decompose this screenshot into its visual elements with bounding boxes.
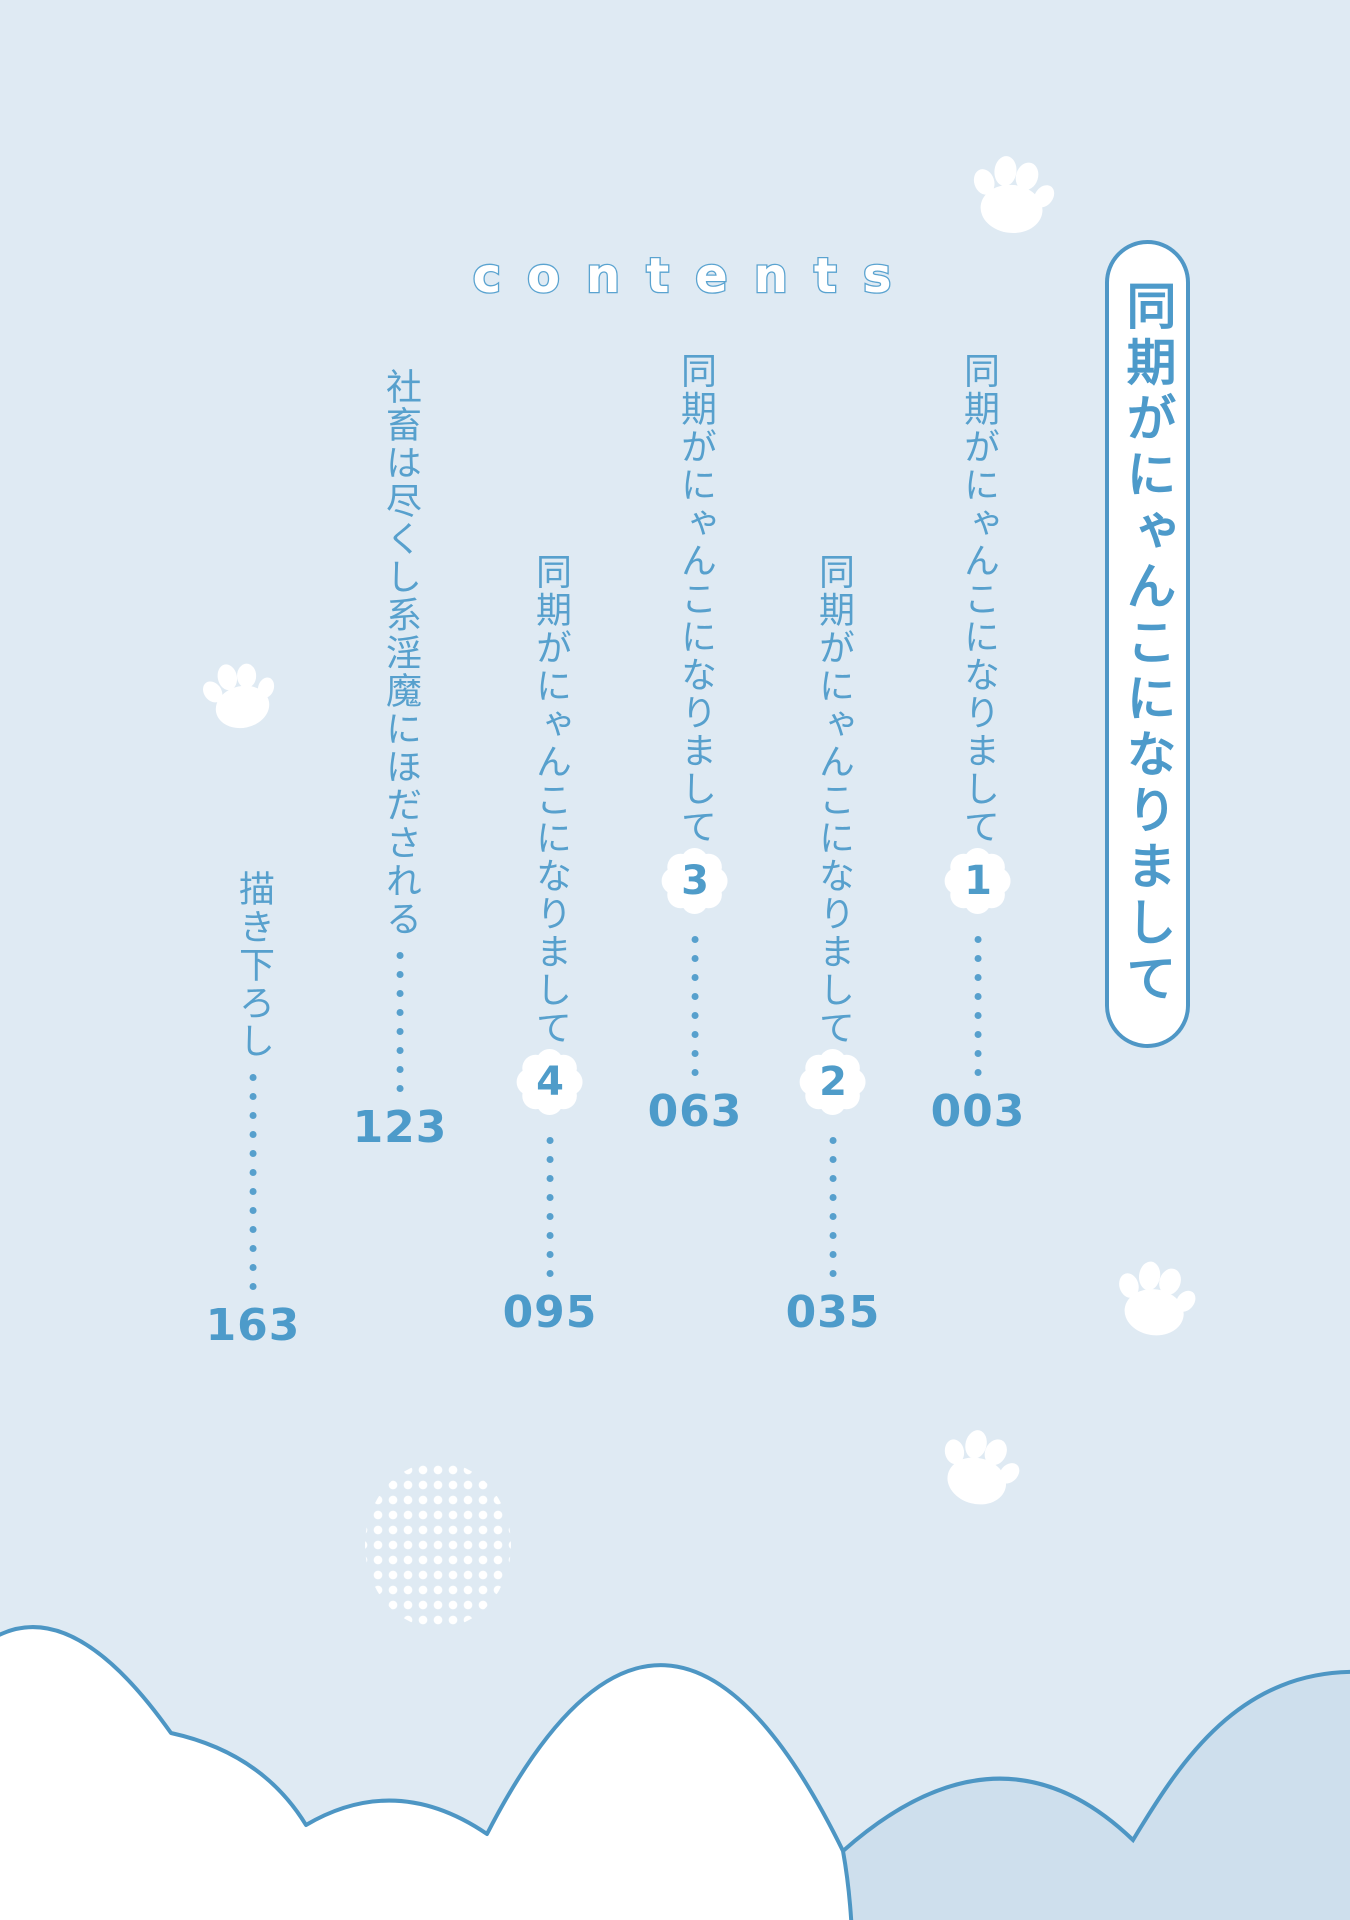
page-number: 095 — [502, 1287, 598, 1338]
dot-grid-circle-decoration — [365, 1462, 511, 1628]
toc-item-chapter-1: 同期がにゃんこになりまして 1 003 — [931, 352, 1026, 1134]
page-number: 035 — [785, 1287, 881, 1338]
page-number: 163 — [205, 1300, 301, 1351]
book-title-pill: 同期がにゃんこになりまして — [1105, 240, 1190, 1048]
chapter-title: 社畜は尽くし系淫魔にほだされる — [379, 368, 421, 938]
dotted-leader — [396, 952, 404, 1092]
chapter-title: 描き下ろし — [232, 870, 274, 1060]
chapter-title: 同期がにゃんこになりまして — [674, 352, 716, 846]
page-number: 123 — [352, 1102, 448, 1153]
chapter-number: 4 — [536, 1059, 564, 1105]
dotted-leader — [691, 936, 699, 1076]
chapter-number: 3 — [681, 858, 709, 904]
dotted-leader — [249, 1074, 257, 1290]
chapter-number: 1 — [964, 858, 992, 904]
dotted-leader — [829, 1137, 837, 1277]
chapter-title: 同期がにゃんこになりまして — [812, 553, 854, 1047]
chapter-number-badge: 4 — [516, 1049, 583, 1115]
page-number: 063 — [647, 1086, 743, 1137]
cloud-back-right — [841, 1670, 1350, 1920]
dotted-leader — [546, 1137, 554, 1277]
toc-item-chapter-4: 同期がにゃんこになりまして 4 095 — [503, 553, 598, 1335]
contents-heading: contents — [471, 247, 918, 306]
chapter-title: 同期がにゃんこになりまして — [529, 553, 571, 1047]
toc-item-chapter-3: 同期がにゃんこになりまして 3 063 — [648, 352, 743, 1134]
cloud-front-white — [0, 1625, 854, 1920]
chapter-number-badge: 1 — [944, 848, 1011, 914]
chapter-title: 同期がにゃんこになりまして — [957, 352, 999, 846]
toc-item-newly-drawn: 描き下ろし 163 — [206, 870, 301, 1348]
chapter-number: 2 — [819, 1059, 847, 1105]
page-number: 003 — [930, 1086, 1026, 1137]
contents-heading-text: contents — [473, 248, 918, 304]
dotted-leader — [974, 936, 982, 1076]
toc-item-bonus-story: 社畜は尽くし系淫魔にほだされる 123 — [353, 368, 448, 1150]
book-title: 同期がにゃんこになりまして — [1118, 280, 1177, 1008]
chapter-number-badge: 3 — [661, 848, 728, 914]
toc-item-chapter-2: 同期がにゃんこになりまして 2 035 — [786, 553, 881, 1335]
chapter-number-badge: 2 — [799, 1049, 866, 1115]
